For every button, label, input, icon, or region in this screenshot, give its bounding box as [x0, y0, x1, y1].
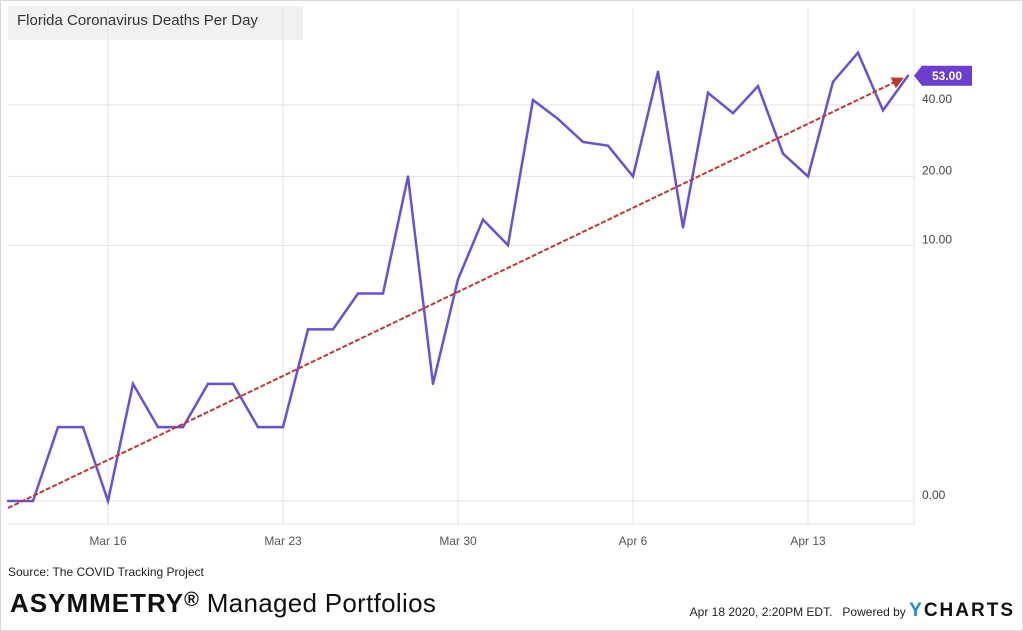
- data-point: [281, 425, 285, 429]
- ycharts-y-mark: Y: [909, 600, 924, 621]
- brand-registered-mark: ®: [184, 589, 200, 611]
- data-point: [381, 292, 385, 295]
- y-tick-label: 40.00: [922, 92, 952, 106]
- data-point: [756, 84, 760, 88]
- last-value-label: 53.00: [932, 69, 962, 83]
- data-point: [56, 425, 60, 429]
- data-point: [731, 111, 735, 115]
- data-point: [806, 175, 810, 178]
- data-point: [106, 499, 110, 503]
- data-point: [681, 226, 685, 229]
- last-value-badge-bg: [914, 65, 972, 86]
- x-tick-label: Apr 6: [619, 534, 648, 548]
- title-box: [8, 6, 303, 40]
- data-point: [331, 328, 335, 331]
- data-point: [431, 382, 435, 386]
- y-axis-ticks: 0.00 10.00 20.00 40.00: [922, 92, 952, 502]
- x-tick-label: Mar 23: [264, 534, 302, 548]
- data-point: [256, 425, 260, 429]
- last-value-badge: 53.00: [914, 65, 972, 86]
- ycharts-logo[interactable]: YCHARTS: [909, 600, 1015, 621]
- data-point: [881, 109, 885, 112]
- y-tick-label: 10.00: [922, 232, 952, 246]
- data-point: [31, 499, 35, 503]
- footer-meta: Apr 18 2020, 2:20PM EDT. Powered by YCHA…: [690, 600, 1015, 622]
- data-point: [481, 218, 485, 221]
- data-point: [6, 499, 10, 503]
- x-tick-label: Mar 30: [439, 534, 477, 548]
- data-point: [206, 382, 210, 386]
- brand-name: ASYMMETRY: [10, 588, 185, 618]
- data-point: [581, 140, 585, 144]
- data-point: [631, 175, 635, 178]
- data-point: [156, 425, 160, 429]
- gridlines: [8, 8, 915, 525]
- powered-by-label: Powered by: [842, 605, 906, 619]
- data-point: [456, 278, 460, 281]
- y-tick-label: 20.00: [922, 163, 952, 177]
- trend-arrow: [7, 76, 905, 509]
- data-point: [181, 425, 185, 429]
- data-point: [531, 98, 535, 102]
- source-note: Source: The COVID Tracking Project: [8, 565, 204, 579]
- data-point: [606, 144, 610, 147]
- data-point: [556, 117, 560, 121]
- ycharts-wordmark: CHARTS: [923, 600, 1015, 621]
- brand-tagline: Managed Portfolios: [199, 588, 437, 618]
- data-point: [831, 80, 835, 83]
- timestamp: Apr 18 2020, 2:20PM EDT.: [689, 605, 833, 619]
- data-point: [656, 70, 660, 74]
- x-tick-label: Mar 16: [89, 534, 127, 548]
- chart-title: Florida Coronavirus Deaths Per Day: [17, 12, 258, 29]
- data-point: [906, 74, 910, 77]
- data-point: [506, 244, 510, 247]
- data-point: [856, 51, 860, 54]
- y-tick-label: 0.00: [922, 488, 946, 502]
- data-point: [356, 292, 360, 295]
- x-axis-ticks: Mar 16 Mar 23 Mar 30 Apr 6 Apr 13: [89, 534, 826, 548]
- data-point: [231, 382, 235, 386]
- series-layer: [6, 50, 910, 509]
- x-tick-label: Apr 13: [790, 534, 826, 548]
- data-point: [81, 425, 85, 429]
- data-point: [131, 382, 135, 386]
- data-point: [406, 175, 410, 178]
- data-point: [306, 328, 310, 331]
- data-point: [706, 91, 710, 94]
- data-point: [781, 152, 785, 155]
- brand-logo: ASYMMETRY® Managed Portfolios: [10, 588, 436, 619]
